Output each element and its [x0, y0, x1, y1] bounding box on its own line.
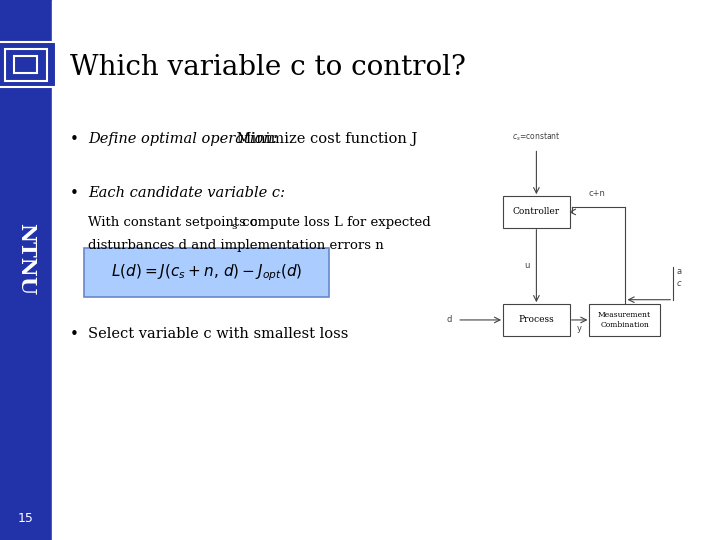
Text: Minimize cost function J: Minimize cost function J	[232, 132, 417, 146]
Text: Which variable c to control?: Which variable c to control?	[70, 54, 466, 81]
Text: With constant setpoints c: With constant setpoints c	[88, 216, 257, 229]
Text: Controller: Controller	[513, 207, 560, 217]
Text: c: c	[677, 279, 681, 288]
Text: Each candidate variable c:: Each candidate variable c:	[88, 186, 285, 200]
Text: compute loss L for expected: compute loss L for expected	[238, 216, 431, 229]
Text: disturbances d and implementation errors n: disturbances d and implementation errors…	[88, 239, 384, 252]
Text: a: a	[677, 267, 682, 276]
Text: Measurement
Combination: Measurement Combination	[598, 312, 651, 328]
Text: Process: Process	[518, 315, 554, 325]
Text: Define optimal operation:: Define optimal operation:	[88, 132, 277, 146]
Text: 15: 15	[18, 512, 34, 525]
Text: $L(d) = J(c_s + n,\, d) - J_{opt}(d)$: $L(d) = J(c_s + n,\, d) - J_{opt}(d)$	[111, 262, 302, 283]
Text: NTNU: NTNU	[16, 223, 36, 295]
Text: s: s	[231, 222, 236, 232]
Text: •: •	[70, 327, 78, 342]
Text: •: •	[70, 186, 78, 201]
Text: u: u	[524, 261, 529, 271]
Text: d: d	[446, 315, 451, 325]
Text: c+n: c+n	[588, 190, 605, 199]
Text: Select variable c with smallest loss: Select variable c with smallest loss	[88, 327, 348, 341]
Text: •: •	[70, 132, 78, 147]
Text: $c_s$=constant: $c_s$=constant	[512, 131, 561, 143]
Text: y: y	[577, 324, 582, 333]
